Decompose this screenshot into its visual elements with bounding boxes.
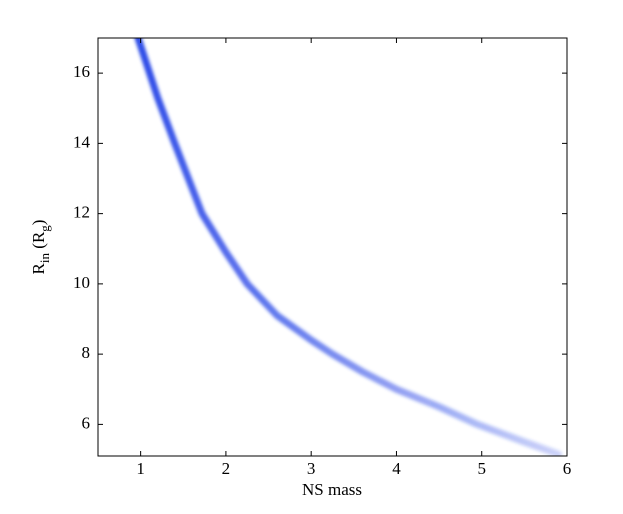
x-tick-label: 4 xyxy=(392,459,401,478)
y-tick-label: 8 xyxy=(82,343,91,362)
x-tick-label: 1 xyxy=(136,459,145,478)
y-tick-label: 6 xyxy=(82,413,91,432)
y-tick-label: 10 xyxy=(73,273,90,292)
y-tick-label: 14 xyxy=(73,132,91,151)
curve-group xyxy=(134,38,562,456)
y-label-subscript: g xyxy=(37,225,52,232)
data-curve xyxy=(134,38,562,456)
x-tick-label: 3 xyxy=(307,459,316,478)
y-axis-label: Rin (Rg) xyxy=(29,220,52,275)
x-tick-label: 6 xyxy=(563,459,572,478)
x-axis-label: NS mass xyxy=(302,480,362,499)
x-tick-label: 5 xyxy=(477,459,486,478)
y-tick-label: 16 xyxy=(73,62,90,81)
plot-area xyxy=(134,38,562,456)
x-tick-label: 2 xyxy=(222,459,231,478)
y-label-part: ) xyxy=(29,220,48,226)
y-tick-label: 12 xyxy=(73,203,90,222)
axes-frame xyxy=(97,37,568,457)
y-label-part: (R xyxy=(29,231,48,253)
y-label-subscript: in xyxy=(37,252,52,263)
y-label-part: R xyxy=(29,262,48,274)
